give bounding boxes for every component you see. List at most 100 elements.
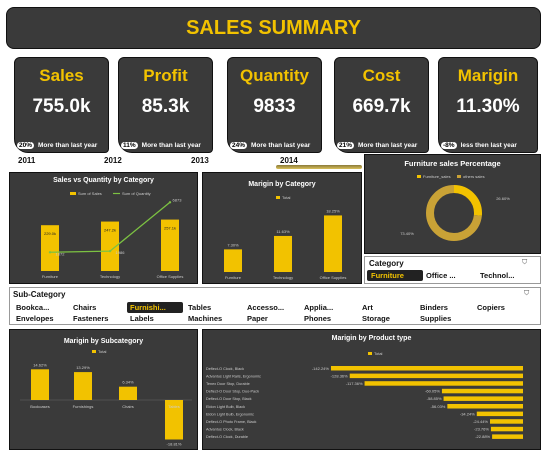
subcat-item[interactable]: Accesso... (247, 303, 285, 312)
x-tick-label: Furniture (225, 275, 242, 280)
kpi-note: More than last year (251, 142, 311, 149)
bar-margin-label: 6.34% (122, 380, 134, 385)
chart-title: Furniture sales Percentage (404, 159, 501, 168)
bar-product-label: -117.36% (346, 381, 363, 386)
slice-label-others: 73.40% (400, 231, 414, 236)
chart-sales-vs-quantity: Sales vs Quantity by Category Sum of Sal… (9, 172, 198, 284)
chart-margin-subcategory-svg: Total 14.62% Bookcases 13.29% Furnishings 6.3… (20, 349, 192, 447)
bar-product-margin (490, 419, 523, 424)
kpi-card-quantity: Quantity 9833 24% More than last year (227, 57, 322, 153)
kpi-label: Sales (39, 66, 84, 85)
subcat-item[interactable]: Chairs (73, 303, 97, 312)
bar-product-label: -24.44% (473, 419, 488, 424)
bar-margin (224, 249, 242, 272)
bar-margin (324, 215, 342, 272)
subcat-item[interactable]: Applia... (304, 303, 334, 312)
bar-sales (41, 225, 59, 271)
kpi-note: More than last year (358, 142, 418, 149)
slicer-title: Category (369, 259, 404, 268)
x-tick-label: Technology (100, 274, 120, 279)
kpi-pct: 24% (230, 142, 248, 149)
chart-title: Marigin by Product type (331, 335, 412, 342)
subcat-item[interactable]: Copiers (477, 303, 505, 312)
chart-donut-svg: Furniture_sales others sales 26.60% 73.40% (400, 174, 510, 241)
year-2014[interactable]: 2014 (280, 156, 298, 165)
legend-swatch-furniture (417, 175, 421, 178)
y-tick-label: Eldon Light Bulb, Ergonomic (206, 412, 254, 416)
slicer-selected-bg (127, 302, 183, 313)
bar-sales-label: 257.1k (164, 226, 176, 231)
subcat-item[interactable]: Labels (130, 314, 154, 323)
subcat-item[interactable]: Tables (188, 303, 212, 312)
slicer-item-furniture[interactable]: Furniture (371, 271, 404, 280)
chart-title: Sales vs Quantity by Category (53, 177, 154, 184)
bar-product-margin (441, 388, 523, 394)
kpi-value: 85.3k (141, 96, 190, 117)
chart-title: Marigin by Category (248, 181, 316, 188)
kpi-note: less then last year (460, 142, 517, 149)
slicer-item-technology[interactable]: Technol... (480, 271, 515, 280)
point-quantity-label: 1872 (56, 251, 66, 256)
bar-margin-label: 11.63% (276, 229, 290, 234)
bar-product-label: -58.85% (427, 396, 442, 401)
subcat-item[interactable]: Fasteners (73, 314, 109, 323)
year-2011[interactable]: 2011 (18, 156, 36, 165)
legend-label-quantity: Sum of Quantity (122, 191, 151, 196)
legend-label-total: Total (282, 195, 291, 200)
legend-label-sales: Sum of Sales (78, 191, 102, 196)
chart-furniture-sales-pct: Furniture sales Percentage Furniture_sal… (364, 154, 541, 254)
bar-product-label: -128.36% (331, 373, 349, 378)
bar-sales (101, 221, 119, 271)
kpi-label: Cost (362, 66, 401, 85)
kpi-card-profit: Profit 85.3k 11% More than last year (118, 57, 213, 153)
y-tick-label: Deflect-O Door Stop, Duo-Pack (206, 390, 259, 394)
year-2013[interactable]: 2013 (191, 156, 209, 165)
slicer-item-office[interactable]: Office ... (426, 271, 456, 280)
bar-margin (119, 386, 137, 400)
subcat-item-selected[interactable]: Furnishi... (130, 303, 166, 312)
subcat-item[interactable]: Machines (188, 314, 223, 323)
y-tick-label: Deflect-O Door Stop, Black (206, 397, 252, 401)
kpi-value: 11.30% (456, 96, 520, 117)
point-quantity (108, 249, 112, 253)
subcat-item[interactable]: Bookca... (16, 303, 50, 312)
subcat-item[interactable]: Art (362, 303, 373, 312)
bar-margin (165, 400, 183, 440)
subcat-item[interactable]: Binders (420, 303, 448, 312)
kpi-card-margin: Marigin 11.30% -8% less then last year (438, 57, 538, 153)
bar-sales-label: 247.2k (104, 228, 116, 233)
bar-product-label: -23.76% (474, 427, 489, 432)
bar-product-label: -60.05% (425, 389, 440, 394)
chart-title: Marigin by Subcategory (63, 338, 144, 345)
kpi-label: Profit (143, 66, 188, 85)
kpi-pct: 21% (337, 142, 355, 149)
bar-margin-label: 18.25% (326, 208, 340, 213)
subcat-item[interactable]: Phones (304, 314, 332, 323)
x-tick-label: Technology (273, 275, 293, 280)
slice-label-furniture: 26.60% (496, 196, 510, 201)
bar-margin (31, 369, 49, 400)
chart-margin-by-subcategory: Marigin by Subcategory Total 14.62% Bookca… (9, 329, 198, 450)
bar-product-label: -34.24% (460, 411, 475, 416)
subcat-item[interactable]: Envelopes (16, 314, 54, 323)
year-2012[interactable]: 2012 (104, 156, 122, 165)
bar-product-label: -22.88% (475, 434, 490, 439)
kpi-pct: -8% (441, 142, 457, 149)
filter-clear-icon[interactable]: ⛉ (522, 259, 528, 266)
category-slicer: Category ⛉ Furniture Office ... Technol.… (364, 256, 541, 284)
donut-slice (426, 185, 482, 241)
bar-product-margin (476, 411, 523, 417)
filter-clear-icon[interactable]: ⛉ (524, 290, 530, 297)
bar-product-margin (364, 381, 523, 386)
subcat-item[interactable]: Storage (362, 314, 390, 323)
slicer-title: Sub-Category (13, 290, 66, 299)
kpi-card-cost: Cost 669.7k 21% More than last year (334, 57, 429, 153)
kpi-note: More than last year (141, 142, 201, 149)
legend-label-furniture: Furniture_sales (423, 174, 451, 179)
subcat-item[interactable]: Paper (247, 314, 268, 323)
title-banner: SALES SUMMARY (6, 7, 541, 49)
chart-margin-by-category: Marigin by Category Total 7.30% Furniture 1… (202, 172, 362, 284)
subcat-item[interactable]: Supplies (420, 314, 452, 323)
timeline-selection-bar[interactable] (276, 165, 362, 169)
chart-margin-by-product: Marigin by Product type Total -142.24% Def… (202, 329, 541, 450)
